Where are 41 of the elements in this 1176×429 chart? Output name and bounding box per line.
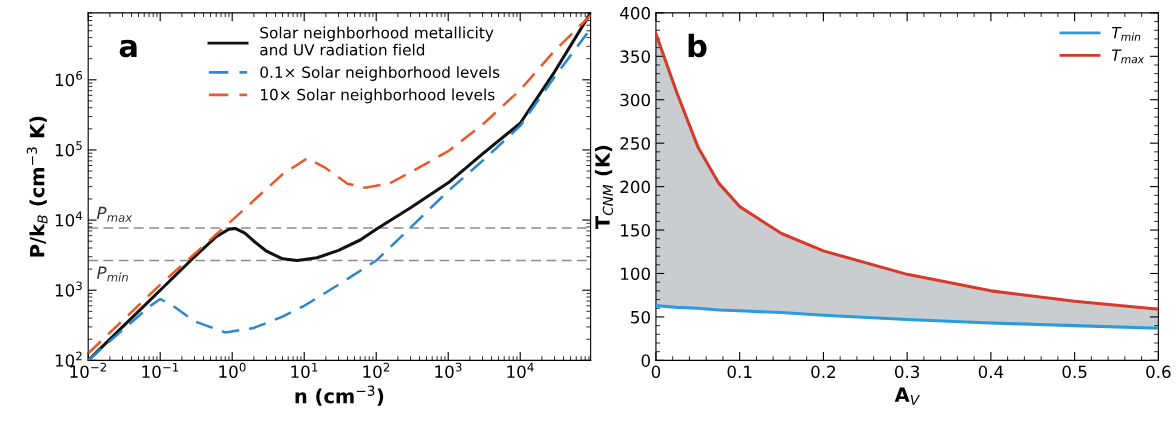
legend-label: Solar neighborhood metallicity and UV radiation field [260,26,494,56]
x-tick-label: 10$^{1}$ [291,362,318,379]
annotation: a [119,39,137,58]
legend-label: 10× Solar neighborhood levels [261,88,495,104]
y-axis-title: P/k$_{B}$ (cm$^{−3}$ K) [26,116,48,257]
x-tick-label: 10$^{4}$ [507,362,534,379]
ref-line-label: P$_{max}$ [96,206,133,222]
x-tick-label: 10$^{3}$ [435,362,462,378]
y-tick-label: 250 [620,137,650,150]
y-tick-label: 350 [620,50,650,63]
x-tick-label: 0.6 [1146,365,1171,379]
x-tick-label: 0 [651,365,661,379]
y-tick-label: 100 [621,267,650,281]
legend-label: 0.1× Solar neighborhood levels [260,66,500,81]
x-axis-title: A$_{V}$ [894,387,920,405]
legend-label: T$_{max}$ [1111,49,1145,64]
x-tick-label: 10$^{2}$ [363,362,390,378]
x-tick-label: 10$^{−1}$ [142,362,179,379]
y-tick-label: 10$^{5}$ [55,141,82,157]
x-tick-label: 0.5 [1062,365,1087,379]
x-tick-label: 10$^{0}$ [219,362,246,378]
ref-line-label: P$_{min}$ [96,266,128,282]
line-series [655,304,1159,330]
x-tick-label: 0.4 [978,365,1004,379]
y-tick-label: 10$^{2}$ [55,351,82,367]
y-tick-label: 150 [621,224,650,237]
y-tick-label: 400 [620,6,650,20]
y-tick-label: 50 [631,310,650,324]
x-tick-label: 0.2 [811,365,835,379]
y-tick-label: 10$^{6}$ [55,70,83,87]
x-tick-label: 0.1 [727,365,752,379]
y-tick-label: 300 [620,93,650,107]
legend-label: T$_{min}$ [1111,27,1141,41]
y-tick-label: 200 [620,180,650,194]
x-tick-label: 0.3 [895,365,920,379]
y-axis-title: T$_{CNM}$ (K) [594,145,614,230]
x-axis-title: n (cm$^{−3}$) [295,385,384,406]
y-tick-label: 10$^{3}$ [55,281,82,297]
annotation: b [688,33,707,58]
y-tick-label: 10$^{4}$ [55,211,83,227]
y-tick-label: 0 [641,354,650,367]
